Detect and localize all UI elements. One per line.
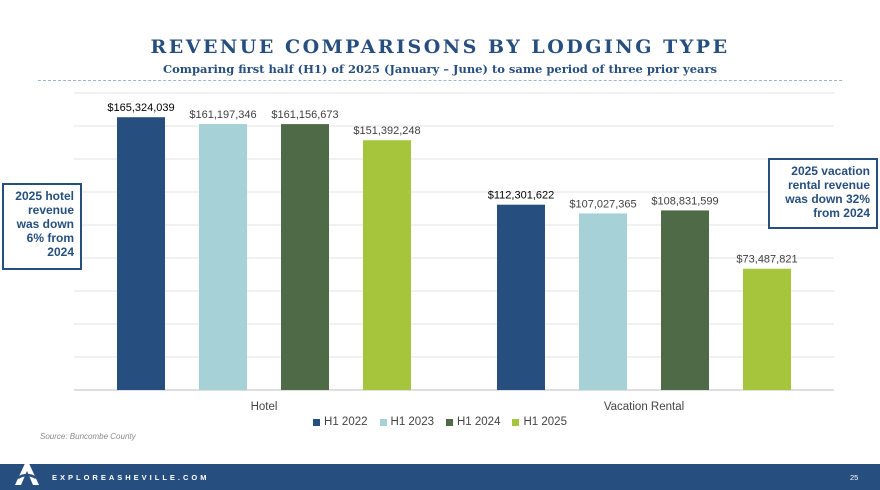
bar: [579, 213, 627, 390]
data-label: $107,027,365: [569, 198, 636, 210]
legend-label: H1 2025: [523, 416, 567, 428]
page-number: 25: [850, 473, 859, 482]
category-label: Hotel: [251, 401, 278, 413]
legend-swatch-h1-2024: [446, 418, 453, 426]
bar: [743, 268, 791, 390]
bar: [117, 117, 165, 390]
bar: [363, 140, 411, 390]
chart-legend: H1 2022 H1 2023 H1 2024 H1 2025: [0, 416, 880, 428]
data-label: $112,301,622: [488, 190, 554, 202]
legend-label: H1 2024: [457, 416, 501, 428]
data-label: $165,324,039: [107, 102, 174, 114]
legend-item: H1 2025: [512, 416, 567, 428]
data-label: $161,197,346: [189, 109, 256, 121]
footer-url-link[interactable]: EXPLOREASHEVILLE.COM: [52, 473, 210, 482]
legend-swatch-h1-2023: [379, 418, 387, 426]
data-label: $108,831,599: [651, 195, 718, 207]
data-label: $151,392,248: [353, 125, 420, 137]
data-label: $73,487,821: [736, 254, 797, 266]
chart-title: REVENUE COMPARISONS BY LODGING TYPE: [150, 36, 730, 58]
data-label: $161,156,673: [271, 109, 338, 121]
legend-label: H1 2022: [324, 416, 368, 428]
legend-label: H1 2023: [390, 416, 434, 428]
legend-item: H1 2024: [446, 416, 500, 428]
bar: [199, 124, 247, 390]
asheville-a-logo-icon[interactable]: [14, 458, 40, 486]
category-label: Vacation Rental: [604, 401, 684, 413]
hotel-callout: 2025 hotel revenue was down 6% from 2024: [2, 183, 82, 270]
source-note: Source: Buncombe County: [40, 432, 136, 441]
bar-chart: $165,324,039 $161,197,346 $161,156,673 $151…: [74, 92, 834, 413]
vacation-rental-callout: 2025 vacation rental revenue was down 32…: [768, 158, 878, 229]
legend-swatch-h1-2022: [313, 418, 321, 426]
legend-item: H1 2022: [313, 416, 368, 428]
legend-swatch-h1-2025: [512, 418, 520, 426]
chart-subtitle: Comparing first half (H1) of 2025 (Janua…: [162, 62, 718, 76]
footer-bar: [0, 464, 880, 490]
bar: [497, 204, 545, 390]
bar: [661, 210, 709, 390]
title-divider: [38, 80, 842, 81]
legend-item: H1 2023: [379, 416, 434, 428]
bar: [281, 124, 329, 390]
